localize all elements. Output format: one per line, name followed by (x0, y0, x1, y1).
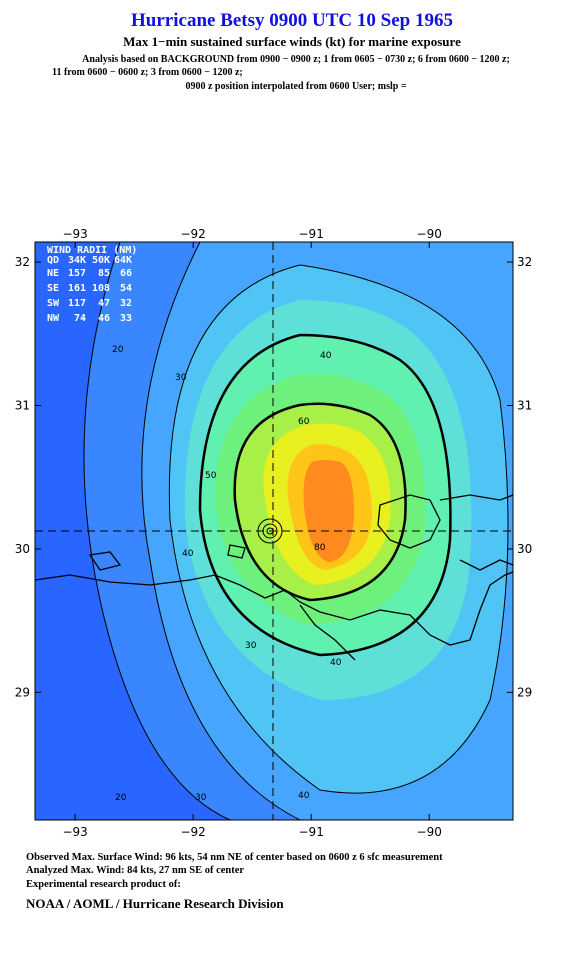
field-fill (303, 460, 354, 562)
y-tick-label: 32 (517, 255, 532, 269)
y-tick-label: 30 (517, 542, 532, 556)
wind-radii-cell: SW (47, 298, 60, 309)
contour-label: 40 (330, 658, 342, 668)
x-tick-label: −92 (180, 227, 205, 241)
x-tick-label: −93 (62, 825, 87, 839)
contour-labels: 20 30 40 50 60 80 40 30 40 30 20 40 (112, 345, 342, 803)
wind-radii-cell: NW (47, 313, 60, 324)
wind-radii-cell: 46 (98, 313, 110, 324)
footer-org: NOAA / AOML / Hurricane Research Divisio… (26, 896, 284, 911)
contour-label: 50 (205, 471, 217, 481)
coastline (35, 494, 513, 661)
wind-radii-cell: 108 (92, 283, 110, 294)
contours (83, 242, 509, 820)
contour-label: 30 (195, 793, 207, 803)
x-tick-label: −93 (62, 227, 87, 241)
y-tick-label: 32 (15, 255, 30, 269)
wind-radii-header: 50K (92, 255, 110, 266)
x-tick-label: −91 (299, 227, 324, 241)
subtitle: Max 1−min sustained surface winds (kt) f… (123, 34, 461, 49)
wind-radii-cell: 32 (120, 298, 132, 309)
contour-label: 20 (112, 345, 124, 355)
wind-radii-title: WIND RADII (NM) (47, 245, 137, 256)
wind-radii-header: QD (47, 255, 59, 266)
wind-radii-cell: 85 (98, 268, 110, 279)
x-tick-label: −92 (180, 825, 205, 839)
contour-label: 20 (115, 793, 127, 803)
wind-radii-cell: 47 (98, 298, 110, 309)
footer-line: Observed Max. Surface Wind: 96 kts, 54 n… (26, 852, 443, 863)
contour-label: 30 (175, 373, 187, 383)
analysis-line: Analysis based on BACKGROUND from 0900 −… (82, 54, 510, 65)
wind-radii-cell: NE (47, 268, 59, 279)
wind-radii-cell: 157 (68, 268, 86, 279)
wind-radii-header: 34K (68, 255, 86, 266)
wind-radii: WIND RADII (NM) QD 34K 50K 64K NE 157 85 66 SE 16… (47, 245, 137, 324)
contour-label: 60 (298, 417, 310, 427)
contour-label: 80 (314, 543, 326, 553)
x-tick-label: −90 (417, 227, 442, 241)
footer-line: Experimental research product of: (26, 879, 181, 890)
analysis-line: 0900 z position interpolated from 0600 U… (185, 81, 406, 92)
contour-label: 40 (320, 351, 332, 361)
title: Hurricane Betsy 0900 UTC 10 Sep 1965 (131, 10, 453, 31)
wind-radii-cell: 54 (120, 283, 132, 294)
wind-radii-cell: 74 (74, 313, 86, 324)
analysis-line: 11 from 0600 − 0600 z; 3 from 0600 − 120… (52, 67, 243, 78)
wind-field (35, 242, 513, 820)
y-tick-label: 29 (15, 685, 30, 699)
wind-radii-cell: 33 (120, 313, 132, 324)
x-tick-label: −90 (417, 825, 442, 839)
contour-label: 40 (298, 791, 310, 801)
y-tick-label: 31 (15, 399, 30, 413)
contour-label: 40 (182, 549, 194, 559)
y-tick-label: 30 (15, 542, 30, 556)
wind-radii-cell: 66 (120, 268, 132, 279)
y-tick-label: 31 (517, 399, 532, 413)
wind-radii-cell: SE (47, 283, 59, 294)
y-tick-label: 29 (517, 685, 532, 699)
wind-radii-cell: 161 (68, 283, 86, 294)
footer-line: Analyzed Max. Wind: 84 kts, 27 nm SE of … (26, 865, 244, 876)
x-tick-label: −91 (299, 825, 324, 839)
contour-label: 30 (245, 641, 257, 651)
wind-radii-cell: 117 (68, 298, 86, 309)
wind-radii-header: 64K (114, 255, 132, 266)
